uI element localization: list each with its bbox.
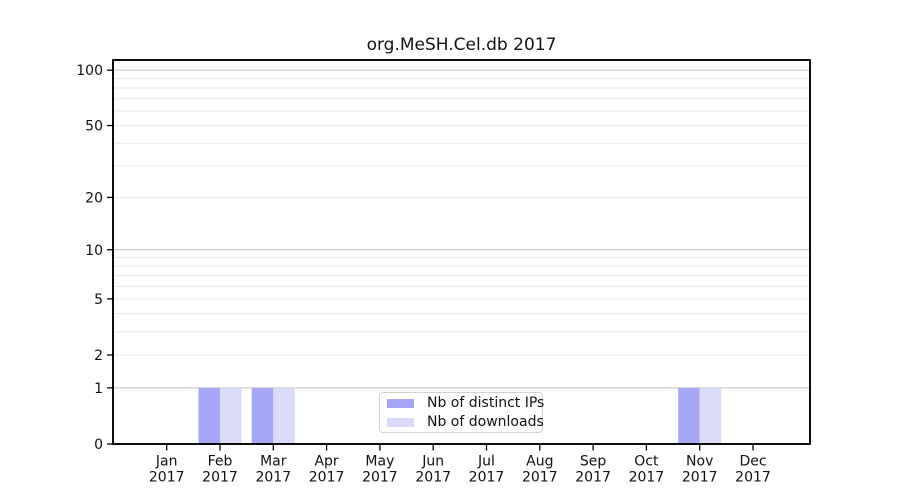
x-tick-label-year-oct-2017: 2017 (629, 470, 665, 486)
y-tick-label-100: 100 (76, 63, 103, 79)
x-tick-label-year-feb-2017: 2017 (202, 470, 238, 486)
x-tick-label-month-sep-2017: Sep (580, 454, 607, 470)
x-tick-label-year-jul-2017: 2017 (469, 470, 505, 486)
x-tick-label-year-nov-2017: 2017 (682, 470, 718, 486)
bar-nb-of-distinct-ips-nov-2017 (678, 387, 700, 444)
x-tick-label-year-mar-2017: 2017 (255, 470, 291, 486)
legend-swatch-distinct-ips (387, 398, 414, 408)
x-tick-label-year-apr-2017: 2017 (309, 470, 345, 486)
x-tick-label-year-may-2017: 2017 (362, 470, 398, 486)
x-tick-label-month-jul-2017: Jul (477, 454, 495, 470)
x-tick-label-month-apr-2017: Apr (314, 454, 338, 470)
legend: Nb of distinct IPs Nb of downloads (379, 392, 545, 433)
legend-label-distinct-ips: Nb of distinct IPs (427, 395, 545, 411)
chart-title: org.MeSH.Cel.db 2017 (366, 35, 557, 55)
bar-nb-of-downloads-mar-2017 (273, 387, 295, 444)
x-tick-label-year-jun-2017: 2017 (415, 470, 451, 486)
y-tick-label-50: 50 (85, 119, 103, 135)
x-tick-label-year-jan-2017: 2017 (149, 470, 185, 486)
x-tick-label-month-jan-2017: Jan (155, 454, 178, 470)
x-tick-label-year-aug-2017: 2017 (522, 470, 558, 486)
x-tick-label-month-aug-2017: Aug (526, 454, 553, 470)
y-tick-label-2: 2 (94, 348, 103, 364)
bar-nb-of-downloads-nov-2017 (699, 387, 722, 444)
legend-label-downloads: Nb of downloads (427, 414, 544, 430)
bar-nb-of-downloads-feb-2017 (220, 387, 242, 444)
x-tick-label-month-feb-2017: Feb (208, 454, 233, 470)
y-tick-label-20: 20 (85, 190, 103, 206)
x-tick-label-month-nov-2017: Nov (686, 454, 713, 470)
legend-item-distinct-ips: Nb of distinct IPs (380, 395, 545, 411)
x-tick-label-month-may-2017: May (365, 454, 394, 470)
x-tick-label-month-mar-2017: Mar (260, 454, 287, 470)
x-tick-label-month-jun-2017: Jun (421, 454, 444, 470)
x-tick-label-year-dec-2017: 2017 (735, 470, 771, 486)
y-tick-label-1: 1 (94, 381, 103, 397)
legend-swatch-downloads (387, 417, 414, 427)
y-tick-label-5: 5 (94, 292, 103, 308)
bar-nb-of-distinct-ips-feb-2017 (198, 387, 220, 444)
x-tick-label-year-sep-2017: 2017 (575, 470, 611, 486)
bar-nb-of-distinct-ips-mar-2017 (251, 387, 274, 444)
y-tick-label-0: 0 (94, 437, 103, 453)
y-tick-label-10: 10 (85, 243, 103, 259)
legend-item-downloads: Nb of downloads (380, 414, 544, 430)
plot-border (112, 59, 811, 445)
x-tick-label-month-oct-2017: Oct (634, 454, 659, 470)
x-tick-label-month-dec-2017: Dec (739, 454, 766, 470)
